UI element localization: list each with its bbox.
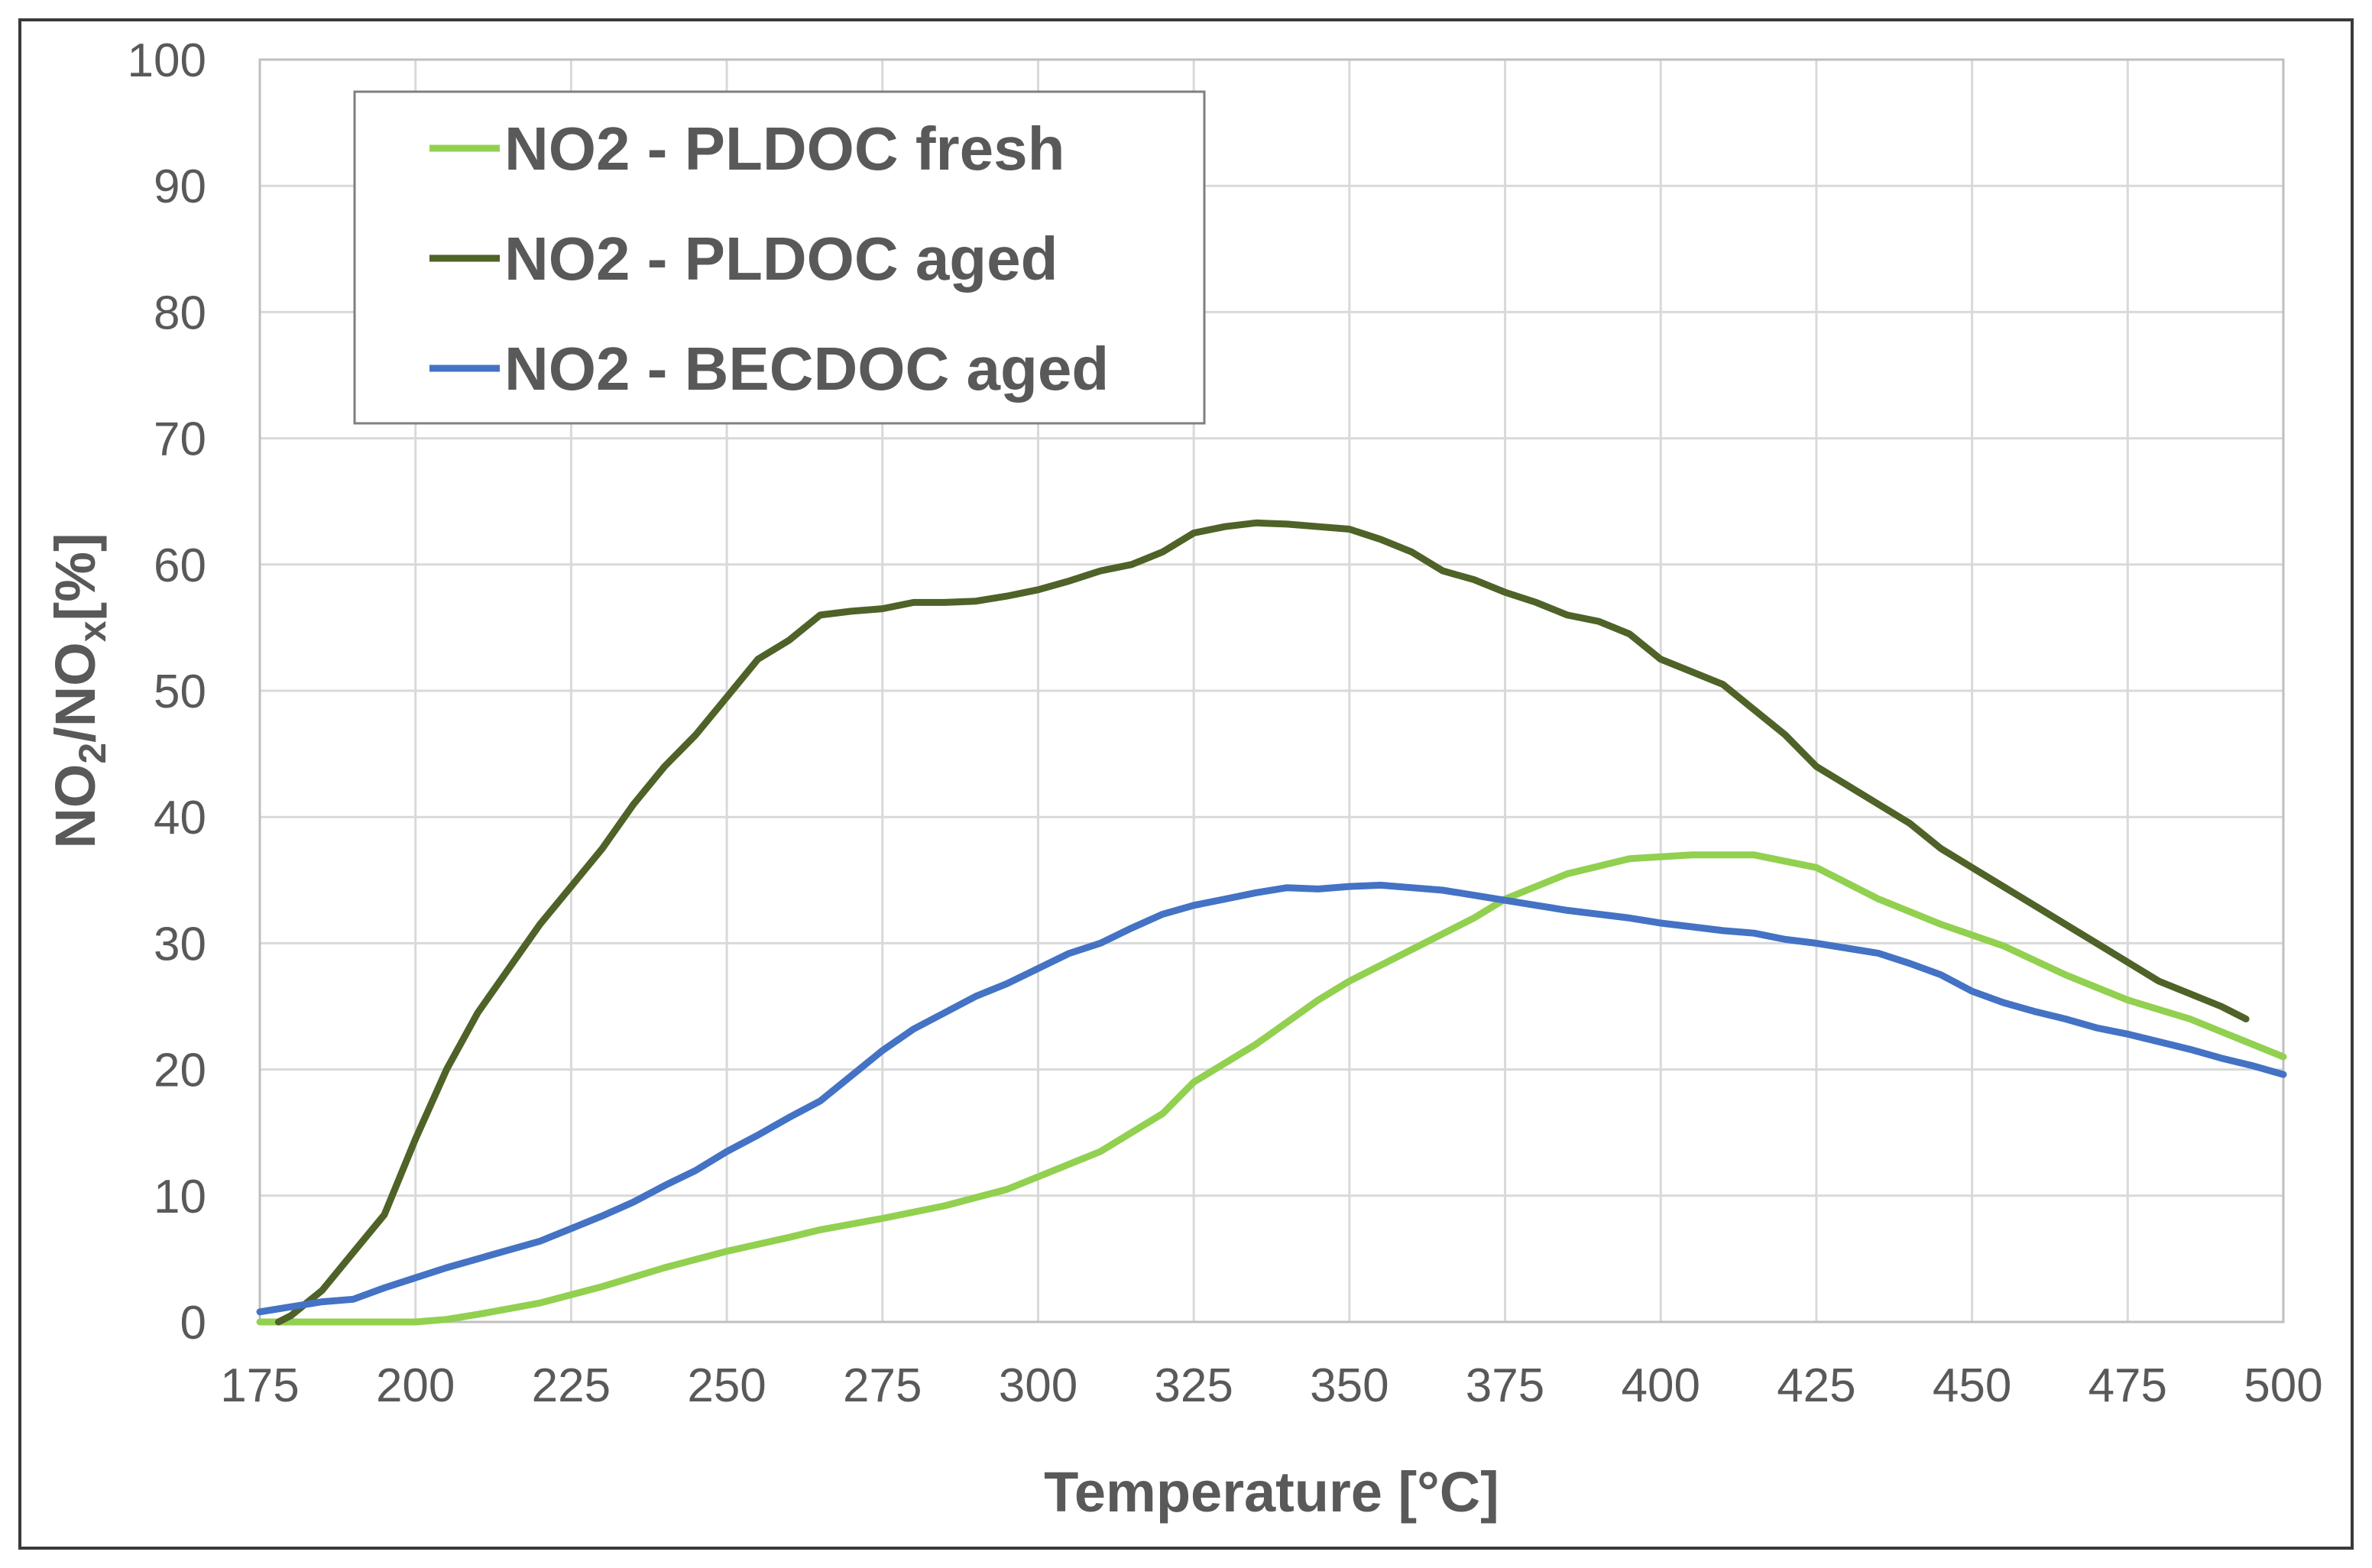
x-tick-label: 350 [1310, 1359, 1389, 1412]
x-tick-label: 325 [1154, 1359, 1233, 1412]
x-tick-label: 500 [2244, 1359, 2322, 1412]
series-line-pldoc-aged [274, 519, 2250, 1326]
data-series [256, 519, 2287, 1326]
y-tick-label: 80 [154, 287, 206, 339]
x-tick-label: 200 [376, 1359, 455, 1412]
y-tick-label: 20 [154, 1045, 206, 1097]
legend: NO2 - PLDOC fresh NO2 - PLDOC aged NO2 -… [353, 90, 1206, 425]
y-tick-label: 60 [154, 539, 206, 592]
x-tick-label: 300 [999, 1359, 1077, 1412]
y-tick-label: 30 [154, 918, 206, 970]
y-tick-label: 50 [154, 666, 206, 718]
y-tick-label: 10 [154, 1171, 206, 1223]
x-tick-label: 475 [2088, 1359, 2167, 1412]
x-tick-label: 425 [1777, 1359, 1855, 1412]
x-tick-label: 250 [687, 1359, 766, 1412]
legend-label-pldoc-aged: NO2 - PLDOC aged [504, 225, 1058, 293]
x-tick-label: 225 [532, 1359, 611, 1412]
x-axis-title: Temperature [°C] [1044, 1460, 1499, 1524]
legend-label-becdoc-aged: NO2 - BECDOC aged [504, 335, 1109, 403]
x-tick-label: 175 [220, 1359, 299, 1412]
y-axis-title-part: [%] [44, 533, 107, 620]
legend-label-pldoc-fresh: NO2 - PLDOC fresh [504, 115, 1064, 183]
x-tick-label: 375 [1466, 1359, 1544, 1412]
y-axis-title-subscript: 2 [71, 743, 114, 764]
y-axis-title-part: /NO [44, 642, 107, 743]
series-line-becdoc-aged [256, 881, 2287, 1316]
series-line-pldoc-fresh [256, 851, 2287, 1326]
plot-area-border [258, 58, 2285, 1323]
x-tick-label: 400 [1622, 1359, 1700, 1412]
x-tick-label: 275 [843, 1359, 922, 1412]
x-tick-label: 450 [1933, 1359, 2011, 1412]
y-axis-title-part: NO [44, 764, 107, 849]
y-tick-label: 0 [180, 1297, 206, 1349]
tick-labels: 175 200 225 250 275 300 325 350 375 400 425 450 475 5… [128, 34, 2323, 1412]
y-axis-title: NO2/NOx[%] [44, 533, 114, 848]
y-tick-label: 40 [154, 792, 206, 844]
y-tick-label: 90 [154, 160, 206, 213]
y-tick-label: 100 [128, 34, 206, 87]
y-tick-label: 70 [154, 413, 206, 466]
y-axis-title-subscript: x [71, 620, 114, 642]
